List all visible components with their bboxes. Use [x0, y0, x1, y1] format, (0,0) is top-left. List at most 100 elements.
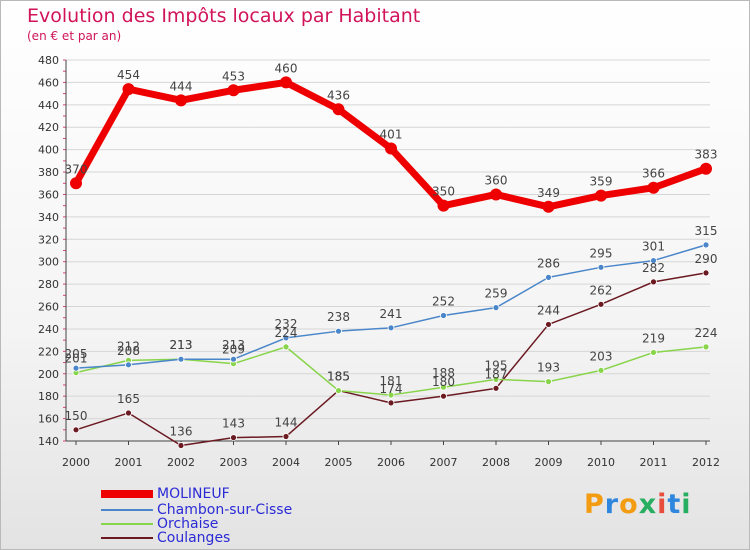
- data-point: [385, 142, 397, 155]
- x-tick-label: 2006: [377, 456, 405, 469]
- data-point: [70, 177, 82, 190]
- legend-swatch: [101, 537, 153, 539]
- data-label: 213: [170, 338, 193, 352]
- y-tick-label: 400: [38, 144, 59, 157]
- legend-label: MOLINEUF: [157, 486, 230, 502]
- data-point: [542, 200, 555, 213]
- data-label: 208: [117, 344, 140, 358]
- data-point: [545, 273, 552, 281]
- data-label: 193: [537, 361, 560, 375]
- data-label: 359: [590, 175, 613, 189]
- data-label: 213: [170, 338, 193, 352]
- data-point: [650, 278, 657, 286]
- legend-item: Orchaise: [101, 517, 218, 531]
- y-tick-label: 140: [38, 435, 59, 448]
- x-tick-label: 2010: [587, 456, 615, 469]
- data-point: [597, 300, 605, 308]
- logo-letter: o: [619, 489, 639, 520]
- data-label: 203: [590, 349, 613, 363]
- data-label: 315: [695, 224, 718, 238]
- data-point: [72, 364, 80, 372]
- data-point: [492, 375, 500, 383]
- data-point: [545, 321, 552, 328]
- y-tick-label: 220: [38, 345, 59, 358]
- data-label: 143: [222, 417, 245, 431]
- y-tick-label: 180: [38, 390, 59, 403]
- data-label: 185: [327, 370, 350, 384]
- data-point: [490, 188, 502, 201]
- data-point: [335, 327, 342, 335]
- y-tick-label: 260: [38, 301, 59, 314]
- data-label: 259: [485, 287, 508, 301]
- data-point: [492, 304, 500, 312]
- legend-label: Chambon-sur-Cisse: [157, 502, 293, 518]
- data-label: 349: [537, 186, 560, 200]
- y-tick-label: 280: [38, 278, 59, 291]
- data-label: 370: [65, 162, 88, 176]
- data-label: 454: [117, 68, 140, 82]
- logo-letter: i: [681, 489, 692, 520]
- legend-label: Coulanges: [157, 530, 231, 546]
- data-label: 232: [275, 317, 298, 331]
- x-tick-label: 2000: [62, 456, 90, 469]
- legend-swatch: [101, 490, 153, 498]
- data-point: [387, 324, 395, 332]
- data-point: [440, 312, 447, 319]
- x-tick-label: 2008: [482, 456, 510, 469]
- data-point: [650, 257, 657, 264]
- data-point: [280, 76, 292, 89]
- y-tick-label: 460: [38, 76, 59, 89]
- data-label: 252: [432, 294, 455, 308]
- legend-swatch: [101, 523, 153, 525]
- logo-letter: x: [638, 489, 658, 520]
- data-point: [230, 355, 237, 363]
- data-point: [647, 181, 660, 194]
- data-label: 244: [537, 303, 560, 317]
- data-label: 286: [537, 256, 560, 270]
- x-tick-label: 2005: [325, 456, 353, 469]
- y-tick-label: 200: [38, 368, 59, 381]
- x-tick-label: 2012: [692, 456, 720, 469]
- data-point: [492, 384, 500, 392]
- data-point: [440, 392, 447, 400]
- data-label: 290: [695, 252, 718, 266]
- data-point: [282, 343, 290, 351]
- x-tick-label: 2004: [272, 456, 300, 469]
- y-tick-label: 380: [38, 166, 59, 179]
- data-point: [177, 442, 185, 449]
- data-point: [597, 263, 605, 271]
- chart-title: Evolution des Impôts locaux par Habitant: [27, 5, 421, 27]
- data-point: [177, 355, 185, 363]
- logo-letter: t: [667, 489, 682, 520]
- legend-item: Coulanges: [101, 531, 230, 545]
- data-label: 213: [222, 338, 245, 352]
- legend-swatch: [101, 509, 153, 511]
- data-label: 444: [170, 79, 193, 93]
- data-point: [282, 334, 290, 342]
- data-label: 350: [432, 185, 455, 199]
- data-label: 150: [65, 409, 88, 423]
- data-point: [595, 189, 607, 202]
- data-label: 301: [642, 240, 665, 254]
- chart-subtitle: (en € et par an): [27, 29, 122, 43]
- data-label: 453: [222, 69, 245, 83]
- data-label: 205: [65, 347, 88, 361]
- data-label: 224: [695, 326, 718, 340]
- legend-label: Orchaise: [157, 516, 219, 532]
- y-tick-label: 340: [38, 211, 59, 224]
- data-label: 144: [275, 416, 298, 430]
- data-label: 187: [485, 367, 508, 381]
- logo-letter: P: [584, 489, 605, 520]
- data-label: 383: [695, 148, 718, 162]
- x-tick-label: 2003: [220, 456, 248, 469]
- x-tick-label: 2011: [640, 456, 668, 469]
- data-point: [175, 94, 187, 107]
- data-point: [597, 367, 605, 374]
- y-tick-label: 480: [38, 54, 59, 67]
- logo-letter: i: [657, 489, 668, 520]
- data-point: [122, 83, 135, 96]
- data-point: [282, 433, 290, 440]
- data-label: 238: [327, 310, 350, 324]
